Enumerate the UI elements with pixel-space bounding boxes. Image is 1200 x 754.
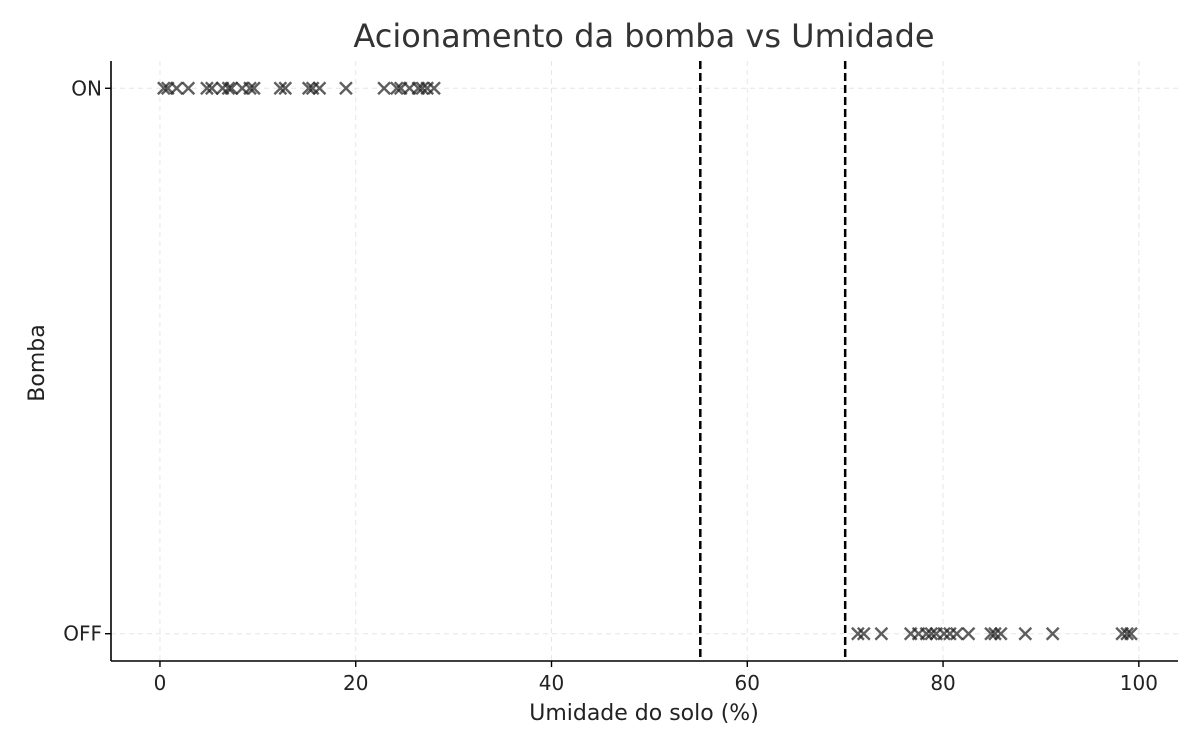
data-point <box>427 81 441 96</box>
marker-stroke <box>427 81 441 96</box>
marker-stroke <box>247 81 261 96</box>
data-point <box>301 81 316 96</box>
marker-stroke <box>278 81 293 96</box>
chart-title: Acionamento da bomba vs Umidade <box>353 17 934 55</box>
data-point <box>312 81 327 96</box>
data-point <box>181 81 196 96</box>
data-point <box>221 81 236 96</box>
y-tick-label: OFF <box>63 622 102 646</box>
marker-stroke <box>273 81 288 96</box>
axes <box>105 61 1178 667</box>
marker-stroke <box>221 81 236 96</box>
data-point <box>961 626 976 641</box>
data-point <box>273 81 288 96</box>
marker-stroke <box>169 81 184 96</box>
marker-stroke <box>243 81 257 96</box>
marker-stroke <box>924 626 939 641</box>
marker-stroke <box>961 626 976 641</box>
marker-stroke <box>204 81 219 96</box>
data-point <box>200 81 214 96</box>
data-point <box>856 626 871 641</box>
marker-stroke <box>1018 626 1033 641</box>
data-point <box>993 626 1008 641</box>
marker-stroke <box>949 626 964 641</box>
marker-stroke <box>919 626 934 641</box>
marker-stroke <box>377 81 391 96</box>
data-point <box>1018 626 1033 641</box>
data-point <box>988 626 1002 641</box>
data-point <box>157 81 171 96</box>
data-point <box>204 81 219 96</box>
data-point <box>851 626 865 641</box>
data-point <box>243 81 257 96</box>
x-tick-label: 40 <box>539 671 564 695</box>
marker-stroke <box>937 626 951 641</box>
x-tick-label: 20 <box>343 671 368 695</box>
data-point <box>919 626 934 641</box>
data-point <box>1120 626 1134 641</box>
tick-labels: 0 20 40 60 80 100 OFF ON <box>63 76 1158 695</box>
x-tick-label: 100 <box>1120 671 1158 695</box>
marker-stroke <box>851 626 865 641</box>
grid <box>111 61 1178 661</box>
marker-stroke <box>301 81 316 96</box>
marker-stroke <box>339 81 353 96</box>
marker-stroke <box>389 81 404 96</box>
data-point <box>247 81 261 96</box>
marker-stroke <box>200 81 214 96</box>
data-point <box>937 626 951 641</box>
x-tick-label: 80 <box>930 671 955 695</box>
marker-stroke <box>1120 626 1134 641</box>
data-point <box>415 81 430 96</box>
data-point <box>169 81 184 96</box>
marker-stroke <box>312 81 327 96</box>
marker-stroke <box>984 626 998 641</box>
marker-stroke <box>856 626 871 641</box>
x-axis-label: Umidade do solo (%) <box>529 701 759 726</box>
marker-stroke <box>157 81 171 96</box>
y-tick-label: ON <box>71 76 102 100</box>
data-point <box>924 626 939 641</box>
threshold-lines <box>699 61 847 661</box>
marker-stroke <box>1124 626 1138 641</box>
data-points <box>157 81 1138 641</box>
data-point <box>389 81 404 96</box>
marker-stroke <box>181 81 196 96</box>
data-point <box>874 626 889 641</box>
marker-stroke <box>874 626 889 641</box>
y-axis-label: Bomba <box>25 324 50 401</box>
marker-stroke <box>1045 626 1060 641</box>
x-tick-label: 0 <box>154 671 167 695</box>
marker-stroke <box>993 626 1008 641</box>
data-point <box>1124 626 1138 641</box>
marker-stroke <box>224 81 239 96</box>
marker-stroke <box>415 81 430 96</box>
data-point <box>949 626 964 641</box>
marker-stroke <box>988 626 1002 641</box>
data-point <box>377 81 391 96</box>
data-point <box>984 626 998 641</box>
data-point <box>339 81 353 96</box>
data-point <box>278 81 293 96</box>
x-tick-label: 60 <box>735 671 760 695</box>
data-point <box>224 81 239 96</box>
data-point <box>1045 626 1060 641</box>
